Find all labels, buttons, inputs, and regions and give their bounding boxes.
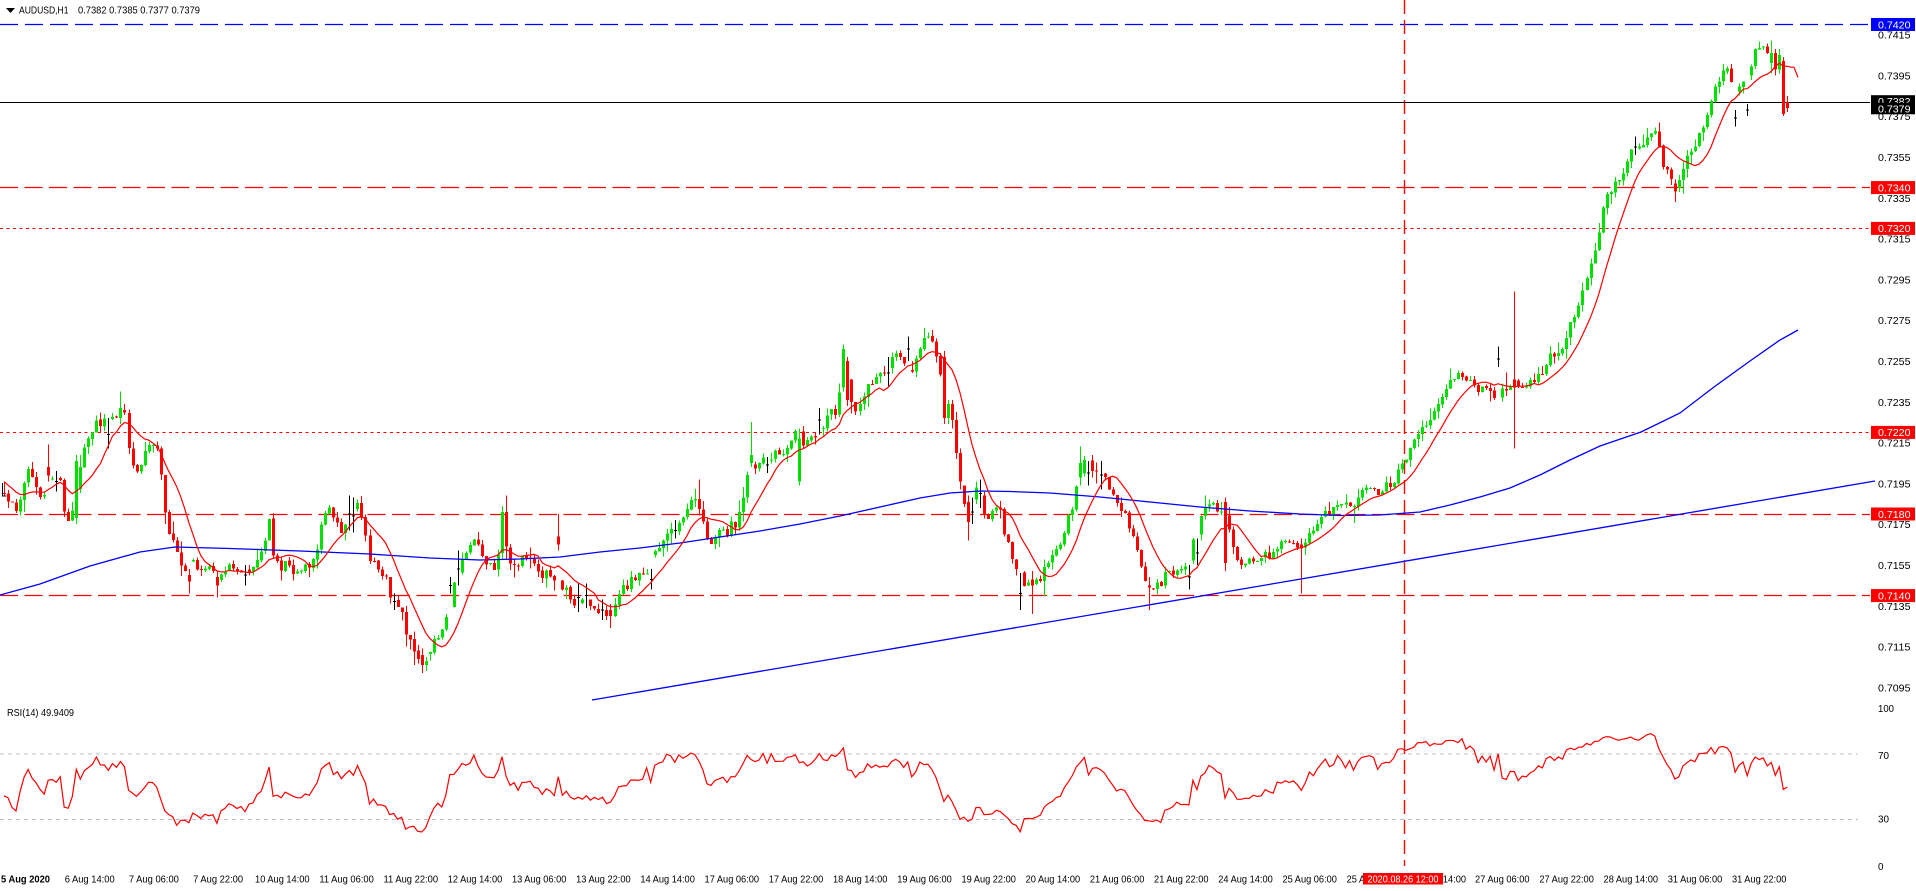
svg-text:27 Aug 22:00: 27 Aug 22:00 (1539, 874, 1594, 886)
svg-text:20 Aug 14:00: 20 Aug 14:00 (1026, 874, 1081, 886)
svg-text:0.7115: 0.7115 (1878, 642, 1911, 654)
svg-text:31 Aug 22:00: 31 Aug 22:00 (1732, 874, 1787, 886)
svg-text:10 Aug 14:00: 10 Aug 14:00 (255, 874, 310, 886)
svg-text:0.7095: 0.7095 (1878, 682, 1911, 694)
svg-text:0.7295: 0.7295 (1878, 274, 1911, 286)
svg-text:0.7195: 0.7195 (1878, 478, 1911, 490)
svg-text:30: 30 (1878, 813, 1889, 825)
svg-text:0.7335: 0.7335 (1878, 193, 1911, 205)
svg-text:0: 0 (1878, 861, 1884, 873)
svg-text:17 Aug 06:00: 17 Aug 06:00 (705, 874, 760, 886)
svg-text:21 Aug 22:00: 21 Aug 22:00 (1154, 874, 1209, 886)
svg-text:13 Aug 06:00: 13 Aug 06:00 (512, 874, 567, 886)
svg-text:7 Aug 06:00: 7 Aug 06:00 (129, 874, 179, 886)
svg-text:17 Aug 22:00: 17 Aug 22:00 (769, 874, 824, 886)
svg-text:AUDUSD,H1: AUDUSD,H1 (19, 5, 69, 17)
svg-text:19 Aug 06:00: 19 Aug 06:00 (897, 874, 952, 886)
svg-text:0.7340: 0.7340 (1878, 182, 1911, 194)
svg-text:0.7379: 0.7379 (1878, 103, 1911, 115)
svg-text:0.7215: 0.7215 (1878, 438, 1911, 450)
svg-text:0.7382 0.7385 0.7377 0.7379: 0.7382 0.7385 0.7377 0.7379 (78, 5, 200, 17)
svg-text:0.7420: 0.7420 (1878, 19, 1911, 31)
svg-text:2020.08.26 12:00: 2020.08.26 12:00 (1368, 873, 1439, 885)
svg-text:0.7175: 0.7175 (1878, 519, 1911, 531)
svg-text:0.7140: 0.7140 (1878, 590, 1911, 602)
svg-text:0.7320: 0.7320 (1878, 223, 1911, 235)
svg-text:11 Aug 22:00: 11 Aug 22:00 (384, 874, 439, 886)
svg-text:0.7135: 0.7135 (1878, 601, 1911, 613)
svg-text:0.7415: 0.7415 (1878, 30, 1911, 42)
svg-text:0.7235: 0.7235 (1878, 397, 1911, 409)
svg-text:11 Aug 06:00: 11 Aug 06:00 (319, 874, 374, 886)
svg-text:19 Aug 22:00: 19 Aug 22:00 (961, 874, 1016, 886)
svg-text:7 Aug 22:00: 7 Aug 22:00 (193, 874, 243, 886)
svg-text:6 Aug 14:00: 6 Aug 14:00 (65, 874, 115, 886)
svg-text:13 Aug 22:00: 13 Aug 22:00 (576, 874, 631, 886)
svg-text:0.7275: 0.7275 (1878, 315, 1911, 327)
svg-text:RSI(14) 49.9409: RSI(14) 49.9409 (7, 707, 74, 719)
svg-text:0.7255: 0.7255 (1878, 356, 1911, 368)
svg-text:0.7395: 0.7395 (1878, 70, 1911, 82)
svg-text:31 Aug 06:00: 31 Aug 06:00 (1668, 874, 1723, 886)
svg-text:0.7155: 0.7155 (1878, 560, 1911, 572)
svg-text:0.7355: 0.7355 (1878, 152, 1911, 164)
svg-text:70: 70 (1878, 750, 1889, 762)
svg-text:21 Aug 06:00: 21 Aug 06:00 (1090, 874, 1145, 886)
svg-text:25 Aug 06:00: 25 Aug 06:00 (1282, 874, 1337, 886)
svg-text:24 Aug 14:00: 24 Aug 14:00 (1218, 874, 1273, 886)
svg-text:0.7180: 0.7180 (1878, 509, 1911, 521)
svg-text:0.7315: 0.7315 (1878, 234, 1911, 246)
svg-text:100: 100 (1878, 703, 1894, 715)
svg-text:14 Aug 14:00: 14 Aug 14:00 (640, 874, 695, 886)
svg-text:12 Aug 14:00: 12 Aug 14:00 (448, 874, 503, 886)
svg-text:5 Aug 2020: 5 Aug 2020 (1, 874, 50, 886)
svg-text:27 Aug 06:00: 27 Aug 06:00 (1475, 874, 1530, 886)
svg-text:0.7220: 0.7220 (1878, 427, 1911, 439)
svg-text:28 Aug 14:00: 28 Aug 14:00 (1604, 874, 1659, 886)
svg-text:18 Aug 14:00: 18 Aug 14:00 (833, 874, 888, 886)
